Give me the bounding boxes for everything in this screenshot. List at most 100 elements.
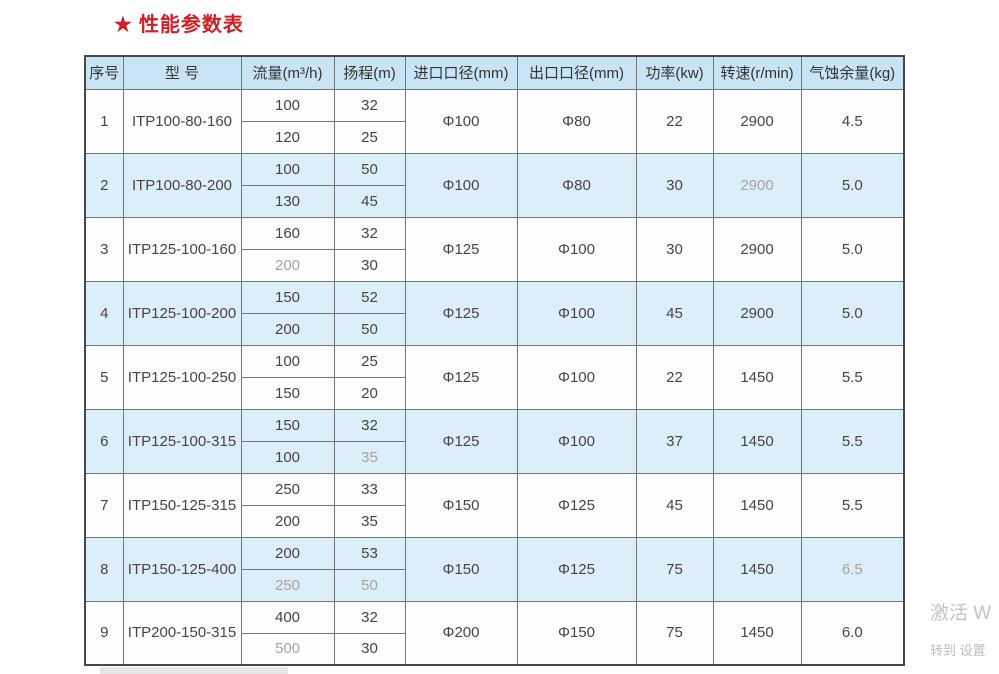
cell-head-2: 50	[333, 568, 406, 602]
page-title: ★ 性能参数表	[114, 8, 244, 37]
cell-speed: 2900	[712, 88, 802, 154]
cell-power: 75	[635, 536, 714, 602]
cell-flow-2: 250	[240, 568, 335, 602]
cell-flow-2: 200	[240, 312, 335, 346]
cell-model: ITP100-80-200	[122, 152, 242, 218]
cell-inlet: Φ125	[404, 344, 518, 410]
cell-model: ITP150-125-400	[122, 536, 242, 602]
cell-model: ITP125-100-250	[122, 344, 242, 410]
cell-flow-2: 120	[240, 120, 335, 154]
cell-flow-1: 150	[240, 408, 335, 442]
cell-outlet: Φ125	[516, 472, 637, 538]
cell-flow-2: 100	[240, 440, 335, 474]
cell-head-2: 20	[333, 376, 406, 410]
cell-head-1: 25	[333, 344, 406, 378]
cell-speed: 1450	[712, 344, 802, 410]
cell-no: 2	[84, 152, 124, 218]
col-header-0: 序号	[84, 55, 124, 90]
cell-head-1: 32	[333, 216, 406, 250]
cell-no: 1	[84, 88, 124, 154]
cell-speed: 1450	[712, 536, 802, 602]
cell-flow-1: 150	[240, 280, 335, 314]
col-header-2: 流量(m³/h)	[240, 55, 335, 90]
page-title-text: 性能参数表	[138, 14, 244, 36]
cell-flow-2: 200	[240, 248, 335, 282]
cell-model: ITP200-150-315	[122, 600, 242, 666]
table-row-7-a: 7 ITP150-125-315 250 33 Φ150 Φ125 45 1450 5.5	[84, 472, 905, 538]
cell-npsh: 5.5	[800, 472, 905, 538]
col-header-3: 扬程(m)	[333, 55, 406, 90]
cell-no: 3	[84, 216, 124, 282]
col-header-7: 转速(r/min)	[712, 55, 802, 90]
cell-head-1: 32	[333, 600, 406, 634]
cell-speed: 1450	[712, 600, 802, 666]
cell-head-1: 52	[333, 280, 406, 314]
cell-head-2: 50	[333, 312, 406, 346]
cell-head-1: 32	[333, 88, 406, 122]
cell-flow-2: 150	[240, 376, 335, 410]
col-header-4: 进口口径(mm)	[404, 55, 518, 90]
spec-table-body: 1 ITP100-80-160 100 32 Φ100 Φ80 22 2900 4.5 120 25…	[84, 88, 905, 666]
cell-no: 4	[84, 280, 124, 346]
cell-no: 8	[84, 536, 124, 602]
cell-speed: 2900	[712, 152, 802, 218]
table-row-5-a: 5 ITP125-100-250 100 25 Φ125 Φ100 22 1450 5.5	[84, 344, 905, 410]
cell-flow-1: 100	[240, 152, 335, 186]
cell-npsh: 6.5	[800, 536, 905, 602]
table-header: 序号型 号流量(m³/h) 扬程(m) 进口口径(mm) 出口口径(mm) 功率(kw)…	[84, 55, 905, 90]
cell-no: 5	[84, 344, 124, 410]
cell-inlet: Φ100	[404, 152, 518, 218]
cell-power: 30	[635, 216, 714, 282]
cell-inlet: Φ150	[404, 472, 518, 538]
cell-outlet: Φ100	[516, 408, 637, 474]
cell-power: 37	[635, 408, 714, 474]
cell-speed: 1450	[712, 408, 802, 474]
cell-outlet: Φ100	[516, 216, 637, 282]
table-row-4-a: 4 ITP125-100-200 150 52 Φ125 Φ100 45 2900 5.0	[84, 280, 905, 346]
cell-power: 30	[635, 152, 714, 218]
table-row-6-b: 100 35	[85, 440, 904, 474]
table-row-9-b: 500 30	[85, 632, 904, 666]
cell-inlet: Φ150	[404, 536, 518, 602]
cell-inlet: Φ125	[404, 408, 518, 474]
cell-model: ITP100-80-160	[122, 88, 242, 154]
cell-npsh: 5.0	[800, 152, 905, 218]
table-row-7-b: 200 35	[85, 504, 904, 538]
cell-flow-2: 200	[240, 504, 335, 538]
cell-inlet: Φ200	[404, 600, 518, 666]
table-row-1-a: 1 ITP100-80-160 100 32 Φ100 Φ80 22 2900 4.5	[84, 88, 905, 154]
table-row-8-a: 8 ITP150-125-400 200 53 Φ150 Φ125 75 1450 6.5	[84, 536, 905, 602]
col-header-6: 功率(kw)	[635, 55, 714, 90]
cell-npsh: 6.0	[800, 600, 905, 666]
cell-flow-1: 100	[240, 88, 335, 122]
cell-npsh: 5.0	[800, 280, 905, 346]
cell-outlet: Φ150	[516, 600, 637, 666]
cell-outlet: Φ100	[516, 344, 637, 410]
cell-flow-1: 250	[240, 472, 335, 506]
watermark-line2: 转到 设置	[930, 643, 986, 658]
cell-npsh: 4.5	[800, 88, 905, 154]
cell-npsh: 5.5	[800, 344, 905, 410]
cell-flow-1: 160	[240, 216, 335, 250]
cropped-element-strip	[100, 667, 288, 674]
cell-model: ITP125-100-200	[122, 280, 242, 346]
table-row-3-a: 3 ITP125-100-160 160 32 Φ125 Φ100 30 2900 5.0	[84, 216, 905, 282]
col-header-1: 型 号	[122, 55, 242, 90]
cell-speed: 2900	[712, 280, 802, 346]
cell-flow-1: 100	[240, 344, 335, 378]
table-row-2-a: 2 ITP100-80-200 100 50 Φ100 Φ80 30 2900 5.0	[84, 152, 905, 218]
cell-power: 45	[635, 280, 714, 346]
table-row-3-b: 200 30	[85, 248, 904, 282]
table-row-9-a: 9 ITP200-150-315 400 32 Φ200 Φ150 75 1450 6.0	[84, 600, 905, 666]
table-row-1-b: 120 25	[85, 120, 904, 154]
col-header-8: 气蚀余量(kg)	[800, 55, 905, 90]
cell-no: 6	[84, 408, 124, 474]
cell-flow-2: 130	[240, 184, 335, 218]
cell-outlet: Φ80	[516, 88, 637, 154]
cell-flow-1: 200	[240, 536, 335, 570]
cell-speed: 2900	[712, 216, 802, 282]
cell-head-1: 33	[333, 472, 406, 506]
cell-head-2: 35	[333, 440, 406, 474]
star-icon: ★	[114, 14, 133, 36]
cell-power: 45	[635, 472, 714, 538]
